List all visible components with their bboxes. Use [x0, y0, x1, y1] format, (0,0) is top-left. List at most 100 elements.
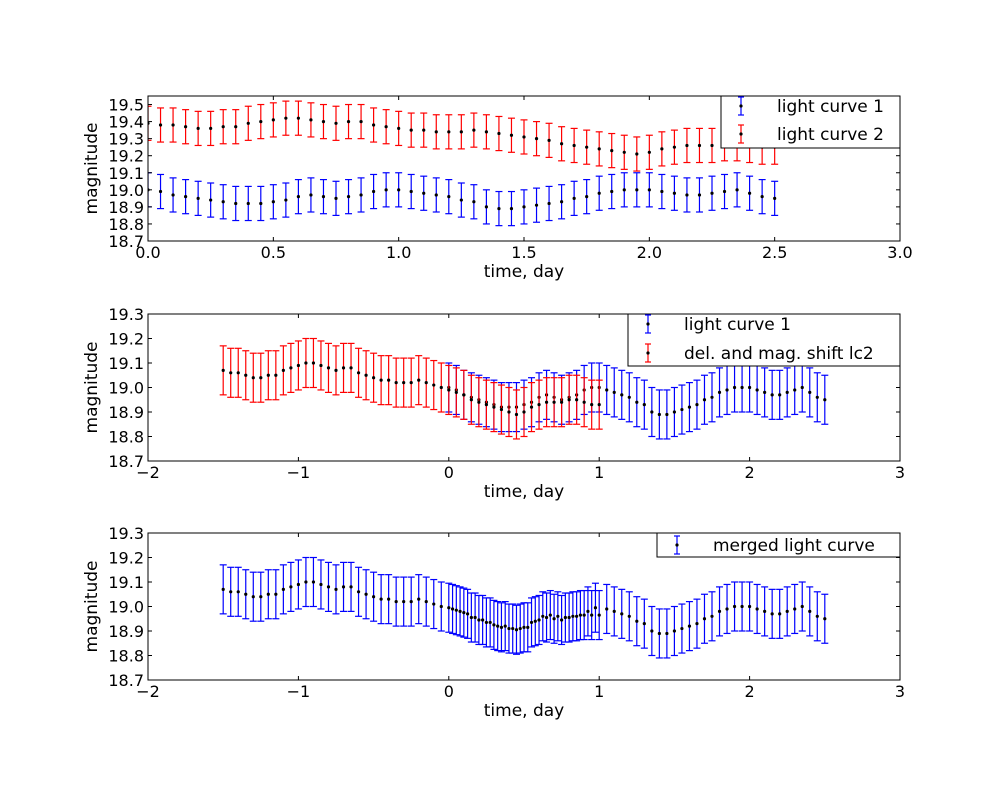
data-point — [184, 195, 188, 199]
data-point — [251, 376, 255, 380]
data-point — [422, 191, 426, 195]
y-tick-label: 18.7 — [108, 232, 144, 251]
data-point — [778, 393, 782, 397]
data-point — [424, 381, 428, 385]
data-point — [409, 128, 413, 132]
legend-label: light curve 1 — [777, 97, 884, 117]
data-point — [585, 195, 589, 199]
data-point — [710, 614, 714, 618]
data-point — [346, 195, 351, 199]
y-tick-label: 19.0 — [108, 379, 144, 398]
data-point — [417, 378, 421, 382]
data-point — [477, 618, 481, 622]
x-tick-label: 1 — [594, 682, 604, 701]
data-point — [284, 198, 288, 202]
data-point — [582, 613, 586, 617]
data-point — [229, 590, 233, 594]
data-point — [509, 206, 514, 211]
data-point — [384, 188, 388, 192]
data-point — [740, 604, 744, 609]
data-point — [507, 626, 511, 631]
data-point — [575, 398, 579, 402]
data-point — [364, 592, 368, 596]
data-point — [274, 373, 278, 377]
data-point — [251, 595, 255, 599]
data-point — [544, 615, 549, 620]
x-tick-label: 1 — [594, 463, 604, 482]
data-point — [773, 196, 777, 200]
data-point — [800, 604, 804, 609]
data-point — [434, 130, 438, 134]
data-point — [289, 585, 293, 589]
data-point — [702, 617, 707, 621]
data-point — [229, 371, 233, 375]
data-point — [221, 200, 225, 204]
y-tick-label: 18.7 — [108, 452, 144, 471]
data-point — [296, 363, 300, 368]
data-point — [582, 400, 586, 404]
data-point — [526, 625, 530, 629]
data-point — [439, 385, 443, 390]
data-point — [422, 128, 426, 132]
data-point — [563, 615, 567, 620]
data-point — [763, 609, 767, 614]
legend-label: light curve 1 — [684, 315, 791, 335]
data-point — [586, 609, 590, 614]
data-point — [447, 388, 451, 392]
data-point — [680, 407, 684, 412]
data-point — [585, 145, 589, 149]
data-point — [209, 198, 213, 202]
data-point — [732, 385, 737, 390]
data-point — [409, 600, 413, 604]
data-point — [660, 189, 664, 194]
data-point — [321, 195, 326, 199]
data-point — [469, 615, 473, 620]
legend-point — [739, 132, 743, 136]
data-point — [735, 188, 739, 192]
y-tick-label: 19.3 — [108, 130, 144, 149]
data-point — [458, 609, 462, 614]
x-tick-label: 0.0 — [135, 243, 160, 262]
data-point — [650, 410, 654, 414]
data-point — [372, 189, 376, 194]
data-point — [236, 590, 240, 594]
y-tick-label: 19.0 — [108, 181, 144, 200]
data-point — [234, 201, 238, 206]
data-point — [507, 410, 511, 414]
data-point — [725, 607, 729, 611]
data-point — [541, 614, 545, 618]
series-1 — [148, 172, 779, 227]
data-point — [372, 376, 376, 380]
chart-panel-3: −2 −1 0 1 2 3 18.7 18.8 18.9 19.0 19.1 19.2 19.3 time… — [82, 524, 905, 721]
data-point — [687, 624, 692, 628]
data-point — [808, 390, 812, 394]
data-point — [697, 193, 702, 197]
data-point — [341, 366, 346, 370]
data-point — [571, 614, 575, 618]
data-point — [481, 618, 485, 622]
y-tick-label: 18.9 — [108, 403, 144, 422]
data-point — [196, 126, 200, 131]
data-point — [196, 196, 200, 200]
data-point — [518, 626, 522, 631]
x-tick-label: 3 — [895, 463, 905, 482]
data-point — [578, 613, 583, 617]
data-point — [158, 189, 163, 194]
data-point — [627, 395, 631, 399]
legend-label: light curve 2 — [777, 125, 884, 145]
data-point — [341, 585, 346, 589]
data-point — [748, 191, 752, 195]
data-point — [522, 135, 526, 139]
legend-label: del. and mag. shift lc2 — [684, 344, 874, 364]
data-point — [605, 607, 609, 611]
data-point — [622, 150, 626, 154]
data-point — [484, 130, 488, 134]
data-point — [597, 613, 601, 617]
data-point — [672, 145, 677, 149]
legend-marker — [738, 96, 744, 116]
data-point — [590, 403, 594, 407]
data-point — [334, 587, 338, 591]
data-point — [740, 385, 744, 390]
data-point — [650, 629, 654, 633]
